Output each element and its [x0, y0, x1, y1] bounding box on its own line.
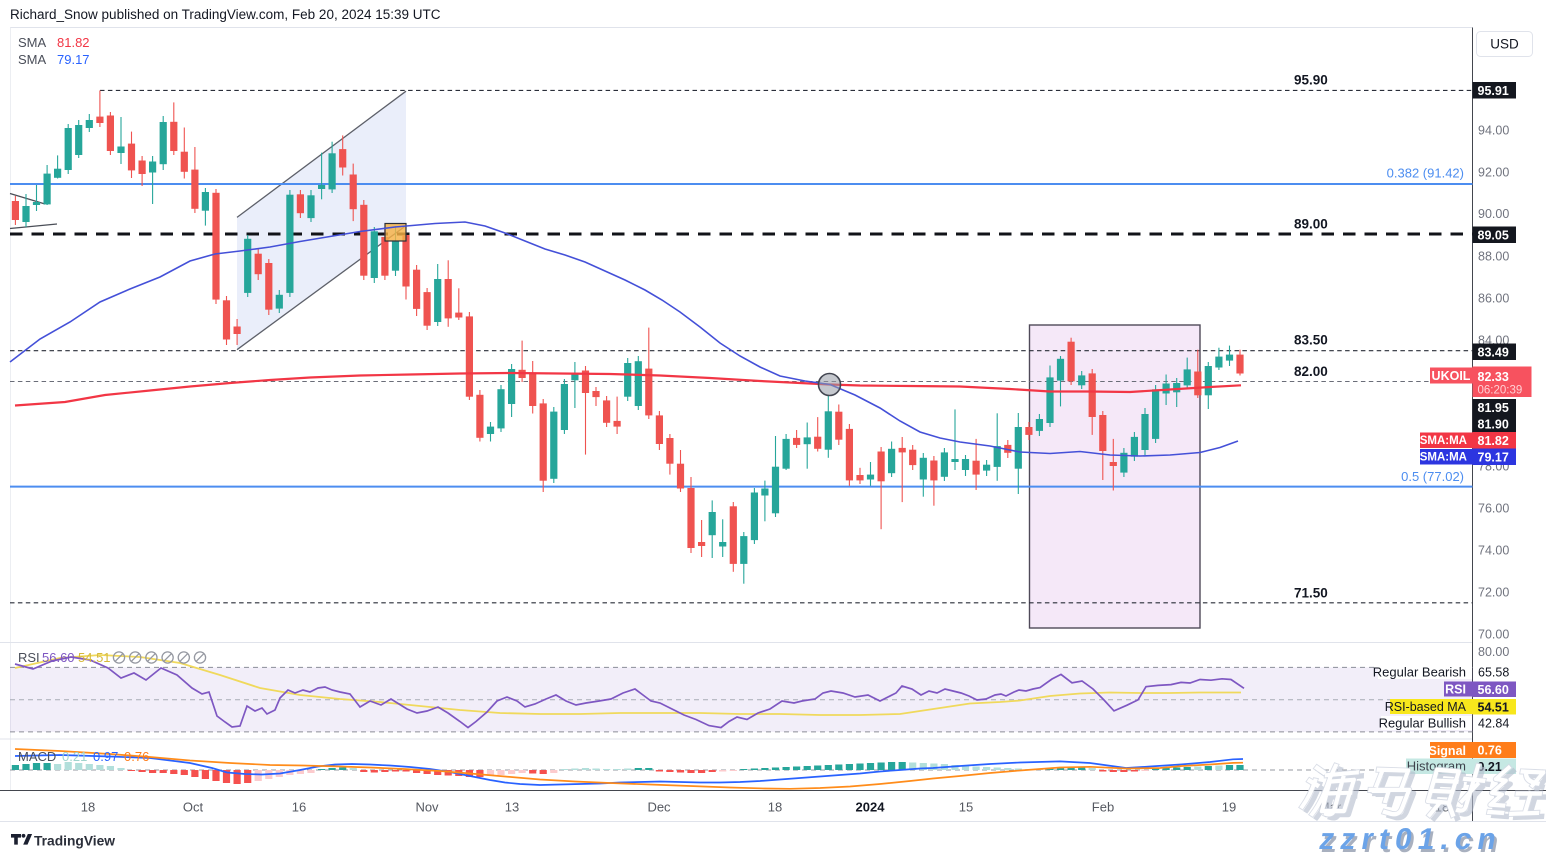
svg-text:zzrt01.cn: zzrt01.cn: [1319, 826, 1507, 857]
svg-text:83.50: 83.50: [1294, 333, 1328, 348]
svg-text:82.00: 82.00: [1294, 364, 1328, 379]
svg-text:0.21: 0.21: [62, 749, 87, 764]
svg-text:UKOIL: UKOIL: [1432, 369, 1471, 383]
svg-text:SMA:MA: SMA:MA: [1420, 452, 1467, 464]
svg-text:95.91: 95.91: [1478, 84, 1509, 98]
svg-text:RSI: RSI: [1445, 683, 1466, 697]
svg-text:zzrt01.cn: zzrt01.cn: [1317, 823, 1505, 856]
svg-text:74.00: 74.00: [1478, 544, 1509, 558]
svg-text:Oct: Oct: [183, 800, 204, 815]
svg-text:42.84: 42.84: [1478, 717, 1509, 731]
svg-text:90.00: 90.00: [1478, 207, 1509, 221]
svg-text:79.17: 79.17: [1478, 450, 1509, 464]
svg-text:Dec: Dec: [647, 800, 671, 815]
svg-text:0.76: 0.76: [1478, 744, 1502, 758]
svg-text:TradingView: TradingView: [34, 834, 115, 849]
svg-text:56.60: 56.60: [1478, 683, 1509, 697]
svg-text:89.05: 89.05: [1478, 228, 1509, 242]
svg-text:70.00: 70.00: [1478, 628, 1509, 642]
svg-text:76.00: 76.00: [1478, 502, 1509, 516]
svg-text:13: 13: [505, 800, 519, 815]
svg-text:SMA:MA: SMA:MA: [1420, 435, 1467, 447]
svg-text:06:20:39: 06:20:39: [1478, 385, 1523, 397]
svg-text:80.00: 80.00: [1478, 645, 1509, 659]
svg-text:Feb: Feb: [1092, 800, 1114, 815]
svg-text:18: 18: [81, 800, 95, 815]
svg-text:16: 16: [292, 800, 306, 815]
svg-text:92.00: 92.00: [1478, 166, 1509, 180]
svg-text:81.90: 81.90: [1478, 417, 1509, 431]
svg-text:MACD: MACD: [18, 749, 56, 764]
svg-text:86.00: 86.00: [1478, 292, 1509, 306]
svg-text:RSI-based MA: RSI-based MA: [1385, 700, 1467, 714]
svg-text:54.51: 54.51: [78, 650, 111, 665]
svg-text:95.90: 95.90: [1294, 73, 1328, 88]
svg-text:RSI: RSI: [18, 650, 40, 665]
svg-text:82.33: 82.33: [1478, 370, 1509, 384]
svg-text:0.382 (91.42): 0.382 (91.42): [1387, 166, 1464, 181]
svg-text:56.60: 56.60: [42, 650, 75, 665]
svg-text:71.50: 71.50: [1294, 586, 1328, 601]
svg-text:Regular Bearish: Regular Bearish: [1373, 665, 1466, 680]
svg-text:0.5 (77.02): 0.5 (77.02): [1401, 469, 1464, 484]
svg-text:83.49: 83.49: [1478, 345, 1509, 359]
svg-text:54.51: 54.51: [1478, 700, 1509, 714]
svg-text:2024: 2024: [856, 800, 886, 815]
svg-text:72.00: 72.00: [1478, 586, 1509, 600]
svg-text:89.00: 89.00: [1294, 217, 1328, 232]
svg-text:Regular Bullish: Regular Bullish: [1379, 716, 1466, 731]
svg-text:Signal: Signal: [1428, 744, 1466, 758]
svg-text:0.97: 0.97: [93, 749, 118, 764]
svg-text:Richard_Snow published on Trad: Richard_Snow published on TradingView.co…: [10, 7, 441, 22]
svg-text:15: 15: [959, 800, 973, 815]
svg-text:81.82: 81.82: [57, 35, 90, 50]
svg-text:81.95: 81.95: [1478, 401, 1509, 415]
svg-text:SMA: SMA: [18, 52, 47, 67]
svg-text:79.17: 79.17: [57, 52, 90, 67]
svg-text:94.00: 94.00: [1478, 124, 1509, 138]
svg-text:19: 19: [1222, 800, 1236, 815]
svg-text:81.82: 81.82: [1478, 434, 1509, 448]
svg-text:0.76: 0.76: [124, 749, 149, 764]
svg-text:18: 18: [768, 800, 782, 815]
svg-text:USD: USD: [1490, 37, 1519, 52]
svg-text:SMA: SMA: [18, 35, 47, 50]
svg-text:88.00: 88.00: [1478, 250, 1509, 264]
svg-text:Nov: Nov: [415, 800, 439, 815]
svg-text:65.58: 65.58: [1478, 666, 1509, 680]
